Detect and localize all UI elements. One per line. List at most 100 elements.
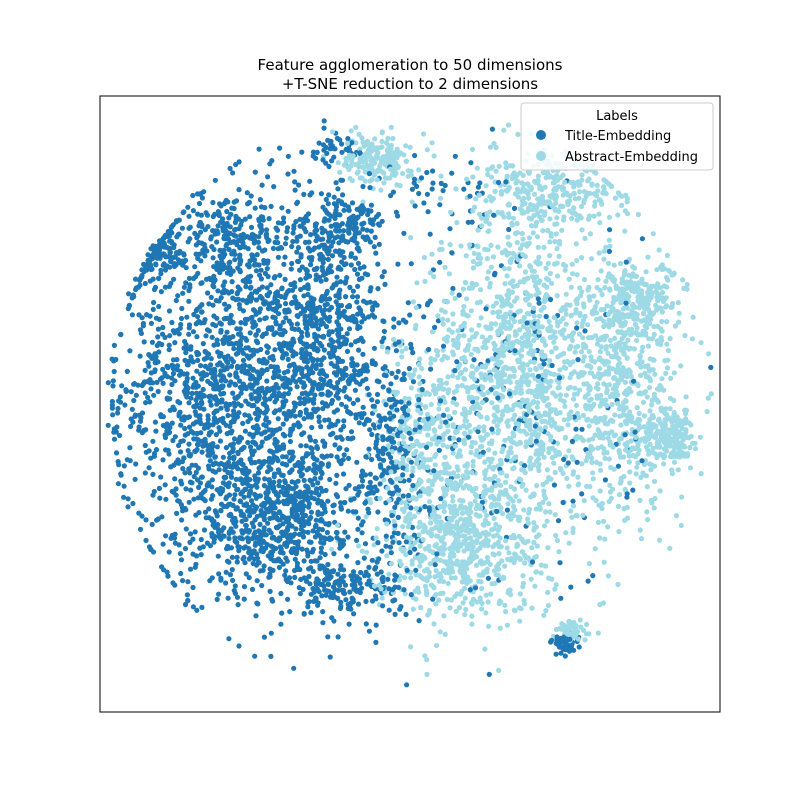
point-title-embedding [272, 347, 278, 353]
point-title-embedding [388, 550, 394, 556]
point-abstract-embedding [400, 170, 406, 177]
point-title-embedding [321, 218, 327, 224]
point-abstract-embedding [460, 286, 466, 292]
point-abstract-embedding [603, 278, 609, 284]
point-title-embedding [287, 432, 293, 438]
point-title-embedding [326, 163, 332, 170]
point-abstract-embedding [421, 568, 428, 574]
point-title-embedding [401, 230, 407, 236]
point-title-embedding [395, 514, 401, 521]
point-title-embedding [121, 463, 127, 469]
point-title-embedding [190, 208, 196, 214]
point-title-embedding [243, 284, 249, 290]
point-abstract-embedding [484, 512, 490, 519]
point-abstract-embedding [589, 459, 595, 465]
point-title-embedding [180, 466, 186, 472]
point-title-embedding [156, 485, 162, 491]
point-abstract-embedding [651, 505, 657, 511]
point-title-embedding [298, 443, 304, 449]
point-abstract-embedding [416, 441, 422, 447]
point-abstract-embedding [658, 305, 664, 311]
point-abstract-embedding [483, 183, 489, 189]
point-title-embedding [199, 309, 205, 315]
point-title-embedding [341, 254, 347, 261]
point-title-embedding [382, 281, 388, 287]
point-title-embedding [250, 307, 257, 313]
point-abstract-embedding [450, 450, 456, 456]
point-abstract-embedding [634, 405, 640, 411]
point-title-embedding [489, 426, 495, 432]
point-title-embedding [265, 174, 271, 180]
point-title-embedding [142, 470, 148, 476]
point-title-embedding [283, 315, 289, 321]
point-title-embedding [316, 418, 322, 425]
point-title-embedding [182, 338, 188, 345]
point-abstract-embedding [453, 608, 459, 615]
point-title-embedding [426, 346, 432, 353]
point-abstract-embedding [479, 585, 485, 592]
point-abstract-embedding [527, 264, 534, 270]
point-title-embedding [242, 320, 248, 327]
point-title-embedding [218, 329, 224, 335]
point-abstract-embedding [634, 312, 640, 318]
point-abstract-embedding [552, 221, 558, 227]
point-title-embedding [408, 261, 414, 267]
point-title-embedding [136, 424, 142, 430]
point-title-embedding [258, 464, 264, 470]
point-abstract-embedding [460, 600, 466, 606]
point-title-embedding [133, 276, 139, 282]
point-title-embedding [179, 517, 185, 523]
point-title-embedding [285, 208, 291, 214]
point-title-embedding [373, 622, 379, 628]
point-title-embedding [183, 526, 189, 532]
point-title-embedding [292, 413, 298, 419]
point-title-embedding [155, 516, 161, 522]
point-title-embedding [131, 397, 137, 404]
point-title-embedding [336, 446, 342, 452]
point-title-embedding [374, 391, 381, 398]
point-title-embedding [237, 326, 243, 332]
point-title-embedding [320, 438, 326, 444]
point-title-embedding [323, 324, 330, 330]
point-abstract-embedding [550, 390, 556, 396]
point-abstract-embedding [467, 501, 473, 507]
point-title-embedding [209, 334, 215, 340]
point-abstract-embedding [569, 215, 575, 221]
point-title-embedding [242, 412, 248, 418]
point-title-embedding [322, 551, 328, 558]
point-title-embedding [214, 596, 220, 603]
point-title-embedding [216, 571, 222, 577]
point-abstract-embedding [472, 498, 478, 504]
point-abstract-embedding [451, 342, 457, 348]
point-title-embedding [391, 324, 397, 330]
point-title-embedding [247, 431, 253, 437]
point-title-embedding [129, 406, 135, 412]
point-abstract-embedding [562, 179, 568, 185]
point-title-embedding [234, 594, 241, 600]
point-title-embedding [320, 609, 326, 615]
point-title-embedding [177, 409, 183, 415]
point-abstract-embedding [417, 493, 423, 499]
point-title-embedding [404, 682, 410, 688]
point-abstract-embedding [653, 302, 659, 308]
point-title-embedding [190, 329, 197, 335]
point-title-embedding [224, 329, 230, 335]
point-title-embedding [323, 521, 329, 527]
point-title-embedding [585, 578, 591, 584]
point-title-embedding [386, 388, 392, 394]
point-title-embedding [280, 454, 286, 460]
point-abstract-embedding [450, 493, 456, 500]
point-abstract-embedding [577, 189, 583, 195]
point-abstract-embedding [421, 254, 427, 261]
point-title-embedding [358, 522, 365, 528]
point-title-embedding [170, 370, 177, 377]
point-title-embedding [143, 517, 149, 523]
point-title-embedding [257, 197, 263, 203]
point-abstract-embedding [438, 239, 444, 245]
point-abstract-embedding [640, 310, 647, 317]
point-title-embedding [316, 414, 322, 420]
point-title-embedding [312, 438, 318, 444]
point-title-embedding [227, 572, 233, 578]
point-title-embedding [352, 486, 358, 492]
point-title-embedding [291, 168, 297, 174]
